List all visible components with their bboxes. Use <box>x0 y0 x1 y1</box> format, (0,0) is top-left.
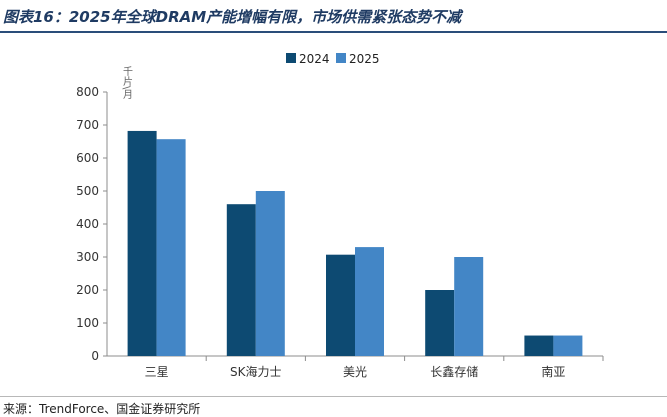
bar-2025-5 <box>553 335 583 356</box>
y-tick-label: 700 <box>76 118 99 132</box>
bars <box>127 130 583 356</box>
bar-2025-3 <box>355 247 384 356</box>
chart-title: 图表16：2025年全球DRAM产能增幅有限，市场供需紧张态势不减 <box>3 8 462 26</box>
legend-swatch-2024 <box>286 53 296 63</box>
unit-label: 千片\月 <box>121 66 133 100</box>
legend-label-2024: 2024 <box>299 52 330 66</box>
bar-2024-4 <box>425 290 455 356</box>
bar-2024-3 <box>326 254 355 356</box>
title-divider <box>0 31 667 33</box>
legend-label-2025: 2025 <box>349 52 380 66</box>
x-tick-label: 南亚 <box>541 364 565 379</box>
source-note: 来源：TrendForce、国金证券研究所 <box>3 402 201 416</box>
bar-chart: 2024 2025 千片\月 0 100 200 300 400 500 600 700 800 三… <box>76 52 604 379</box>
bar-2025-4 <box>454 257 484 356</box>
legend-swatch-2025 <box>336 53 346 63</box>
y-tick-label: 400 <box>76 217 99 231</box>
x-tick-label: 三星 <box>145 365 169 379</box>
bar-2025-1 <box>156 139 186 356</box>
legend: 2024 2025 <box>286 52 380 66</box>
bar-2024-2 <box>226 204 256 356</box>
x-tick-label: SK海力士 <box>230 364 282 379</box>
bar-2024-5 <box>524 335 554 356</box>
y-tick-label: 0 <box>91 349 99 363</box>
x-tick-label: 长鑫存储 <box>430 364 478 379</box>
bar-2024-1 <box>127 130 157 356</box>
y-tick-label: 300 <box>76 250 99 264</box>
y-tick-label: 200 <box>76 283 99 297</box>
bar-2025-2 <box>255 191 285 356</box>
y-tick-label: 600 <box>76 151 99 165</box>
x-tick-label: 美光 <box>343 365 367 379</box>
y-tick-label: 800 <box>76 85 99 99</box>
axes: 0 100 200 300 400 500 600 700 800 三星 SK海力士 美光 长鑫存储 南亚 <box>76 85 604 379</box>
y-tick-label: 500 <box>76 184 99 198</box>
y-tick-label: 100 <box>76 316 99 330</box>
footer-divider <box>0 396 667 397</box>
